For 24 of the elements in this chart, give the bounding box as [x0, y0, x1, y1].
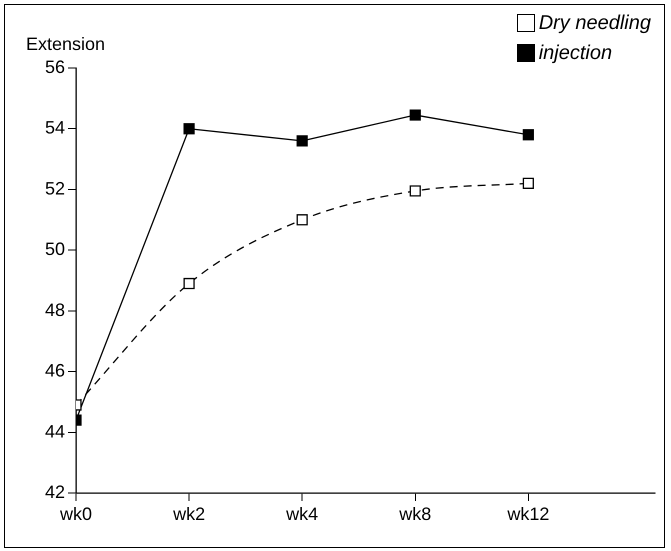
y-tick-label: 54 — [44, 118, 65, 138]
x-tick-label: wk8 — [398, 504, 432, 524]
point — [183, 123, 195, 134]
y-tick-label: 56 — [44, 56, 65, 77]
x-tick-label: wk12 — [506, 504, 550, 524]
y-tick-label: 52 — [44, 178, 65, 198]
y-tick-label: 50 — [44, 239, 65, 260]
legend-label: injection — [538, 42, 612, 64]
x-tick-label: wk4 — [285, 504, 318, 524]
y-axis-title: Extension — [26, 34, 106, 54]
x-tick-label: wk0 — [59, 504, 92, 524]
y-tick-label: 48 — [44, 300, 65, 320]
point — [410, 109, 421, 121]
point — [522, 129, 534, 140]
legend-label: Dry needling — [538, 12, 651, 34]
point — [296, 135, 308, 146]
y-tick-label: 46 — [44, 360, 65, 381]
y-tick-label: 44 — [44, 421, 65, 442]
point — [522, 178, 534, 189]
point — [410, 185, 421, 197]
point — [183, 278, 195, 290]
y-tick-label: 42 — [44, 482, 65, 502]
point — [296, 214, 308, 226]
x-tick-label: wk2 — [172, 504, 206, 524]
